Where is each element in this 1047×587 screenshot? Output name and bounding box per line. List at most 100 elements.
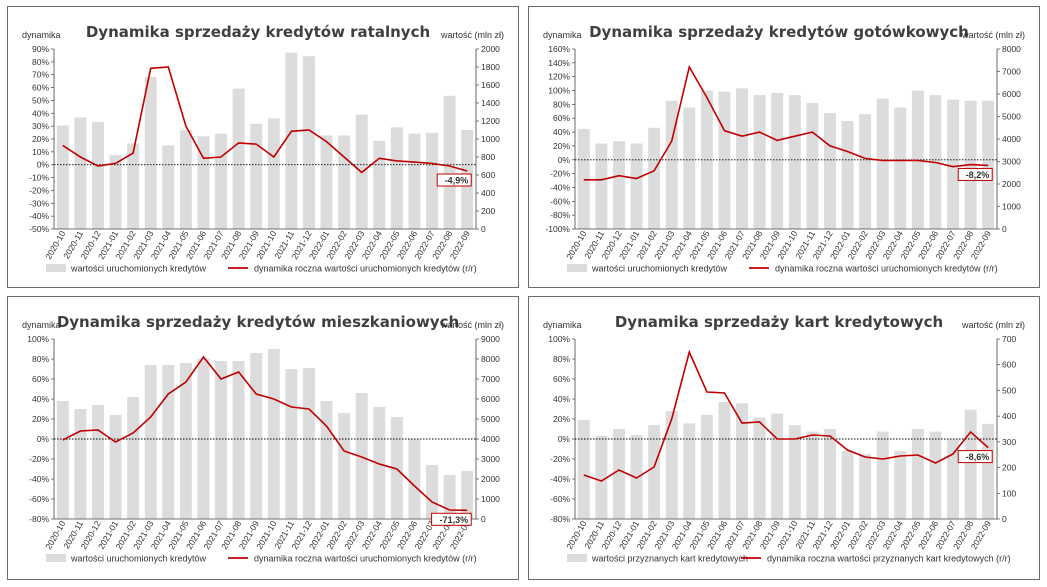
y-right-tick-label: 1400 [481, 98, 500, 108]
bar [338, 135, 351, 229]
bar [788, 95, 801, 229]
bar [753, 95, 766, 229]
last-value-box [957, 450, 993, 464]
y-left-tick-label: 40% [553, 394, 570, 404]
y-axis-right-label: wartość (mln zł) [961, 30, 1025, 40]
y-axis-left-label: dynamika [22, 30, 61, 40]
line-series [62, 355, 468, 512]
legend-bar-label: wartości uruchomionych kredytów [70, 554, 207, 564]
y-right-tick-label: 200 [481, 206, 495, 216]
y-right-tick-label: 600 [1002, 360, 1016, 370]
bar [736, 88, 749, 229]
y-left-tick-label: 10% [32, 147, 49, 157]
y-right-tick-label: 1200 [481, 116, 500, 126]
y-left-tick-label: -40% [550, 474, 570, 484]
y-left-tick-label: -20% [29, 454, 49, 464]
bar [162, 365, 175, 519]
y-right-tick-label: 400 [1002, 411, 1016, 421]
bar [876, 431, 889, 519]
y-right-tick-label: 7000 [481, 374, 500, 384]
y-left-tick-label: -50% [29, 224, 49, 234]
bar [232, 361, 245, 519]
bar [577, 128, 590, 229]
y-left-tick-label: 20% [553, 414, 570, 424]
bar [109, 155, 122, 229]
bar [841, 450, 854, 519]
chart-panel-gotowkowe: Dynamika sprzedaży kredytów gotówkowych d… [528, 6, 1040, 288]
bar [179, 130, 192, 229]
y-right-tick-label: 6000 [1002, 89, 1021, 99]
bar [700, 414, 713, 519]
y-right-tick-label: 4000 [481, 434, 500, 444]
last-value-label: -8,2% [966, 170, 990, 180]
bar [144, 365, 157, 519]
y-right-tick-label: 5000 [1002, 112, 1021, 122]
y-left-tick-label: 80% [32, 57, 49, 67]
bar [74, 409, 87, 519]
y-right-tick-label: 700 [1002, 334, 1016, 344]
bar [426, 132, 439, 229]
y-axis-right-label: wartość (mln zł) [440, 320, 504, 330]
y-left-tick-label: 60% [32, 83, 49, 93]
bar [215, 133, 228, 229]
y-right-tick-label: 0 [481, 514, 486, 524]
bar [683, 107, 696, 229]
bar [373, 140, 386, 229]
bar [162, 145, 175, 229]
y-right-tick-label: 3000 [1002, 157, 1021, 167]
bar [894, 107, 907, 229]
bar [285, 52, 298, 229]
bar [267, 118, 280, 229]
y-right-tick-label: 800 [481, 152, 495, 162]
bar [215, 361, 228, 519]
y-right-tick-label: 8000 [481, 354, 500, 364]
y-right-tick-label: 1600 [481, 80, 500, 90]
y-left-tick-label: 0% [558, 434, 571, 444]
legend-bar-swatch [567, 554, 587, 562]
y-left-tick-label: 120% [548, 72, 570, 82]
legend-line-label: dynamika roczna wartości przyznanych kar… [767, 554, 1011, 564]
y-right-tick-label: 1000 [481, 134, 500, 144]
legend-bar-label: wartości przyznanych kart kredytowych [591, 554, 748, 564]
y-left-tick-label: -20% [550, 454, 570, 464]
bar [74, 117, 87, 229]
chart-svg-mieszkaniowe: Dynamika sprzedaży kredytów mieszkaniowy… [22, 313, 504, 564]
y-right-tick-label: 8000 [1002, 44, 1021, 54]
bar [736, 403, 749, 519]
y-left-tick-label: 50% [32, 95, 49, 105]
last-value-label: -71,3% [440, 515, 469, 525]
y-left-tick-label: 20% [32, 414, 49, 424]
bar [109, 415, 122, 519]
y-left-tick-label: 40% [553, 127, 570, 137]
y-left-tick-label: 60% [553, 113, 570, 123]
chart-title: Dynamika sprzedaży kredytów mieszkaniowy… [57, 313, 459, 331]
bar [771, 92, 784, 229]
bar [390, 127, 403, 229]
bar [91, 405, 104, 519]
y-left-tick-label: 100% [27, 334, 49, 344]
chart-svg-karty: Dynamika sprzedaży kart kredytowych dynam… [543, 313, 1025, 564]
bar [683, 423, 696, 519]
y-right-tick-label: 6000 [481, 394, 500, 404]
bar [859, 454, 872, 519]
y-axis-left-label: dynamika [22, 320, 61, 330]
bar [876, 98, 889, 229]
y-left-tick-label: 60% [32, 374, 49, 384]
line-series [583, 64, 989, 181]
bar [461, 471, 474, 519]
bar [232, 88, 245, 229]
y-right-tick-label: 300 [1002, 437, 1016, 447]
y-left-tick-label: 80% [553, 354, 570, 364]
bar [127, 397, 140, 519]
bar [426, 465, 439, 519]
y-right-tick-label: 7000 [1002, 67, 1021, 77]
y-left-tick-label: -60% [29, 494, 49, 504]
y-right-tick-label: 1000 [481, 494, 500, 504]
y-right-tick-label: 100 [1002, 488, 1016, 498]
bar [823, 429, 836, 519]
bar [665, 100, 678, 229]
y-right-tick-label: 2000 [481, 44, 500, 54]
y-left-tick-label: -10% [29, 173, 49, 183]
last-value-box [957, 167, 993, 181]
y-left-tick-label: 140% [548, 58, 570, 68]
